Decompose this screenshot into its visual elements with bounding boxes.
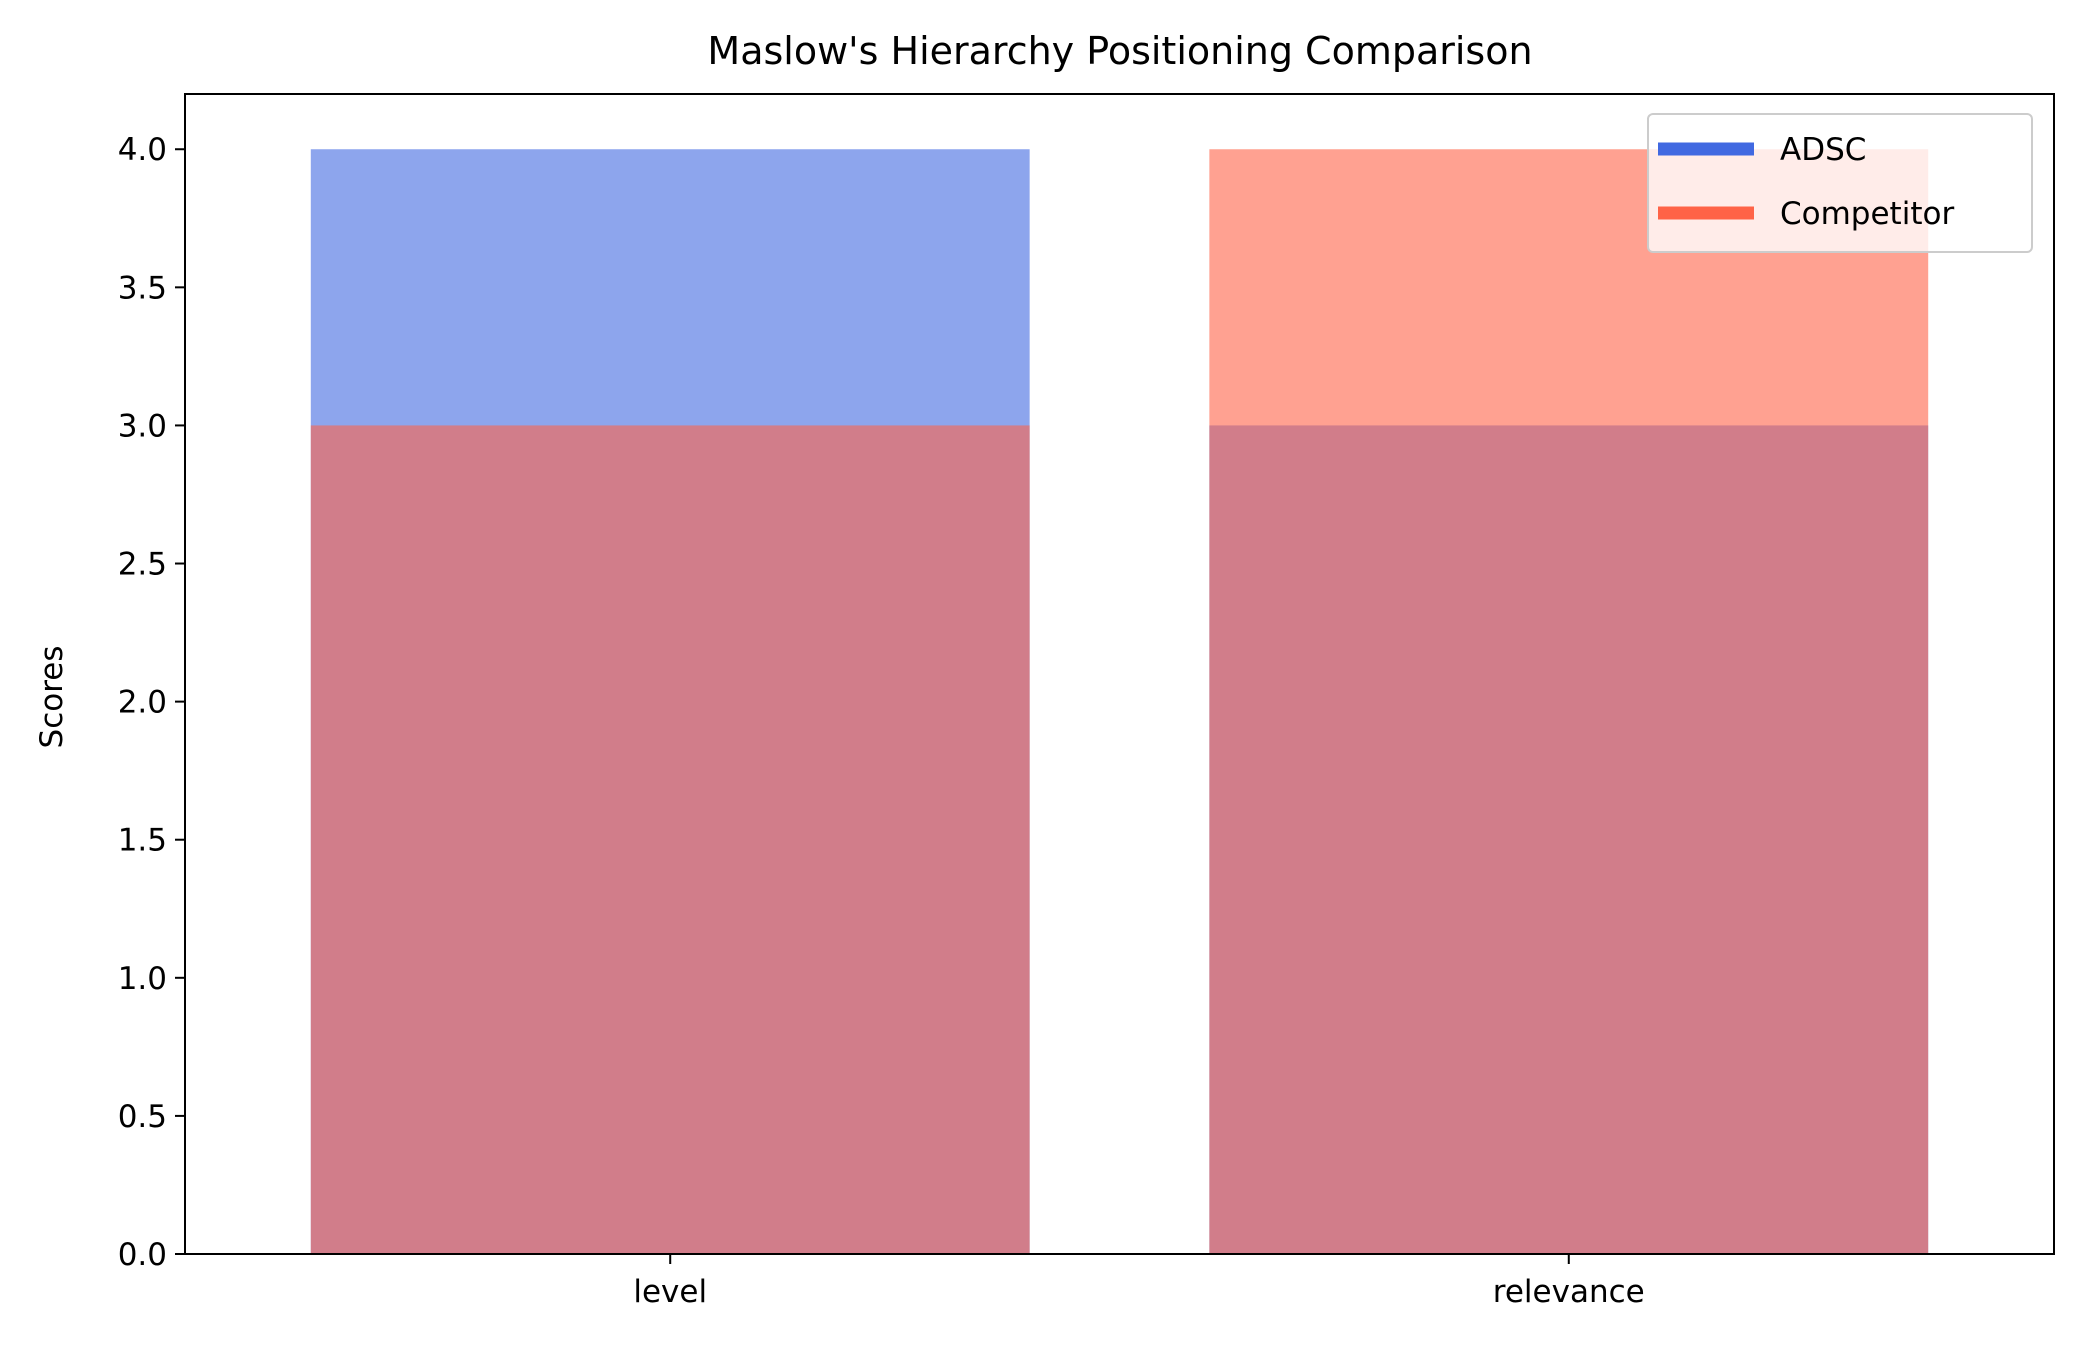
bar-competitor-relevance [1209, 149, 1929, 1255]
plot-frame [184, 93, 2055, 1255]
legend-label-adsc: ADSC [1780, 132, 1866, 168]
x-tick-label-relevance: relevance [1493, 1274, 1645, 1310]
chart-title: Maslow's Hierarchy Positioning Compariso… [707, 29, 1532, 73]
y-tick-label: 1.5 [118, 823, 167, 859]
x-tick-label-level: level [633, 1274, 707, 1310]
y-tick-label: 3.5 [118, 270, 167, 306]
y-tick-label: 2.0 [118, 685, 167, 721]
legend-label-competitor: Competitor [1780, 196, 1954, 232]
bar-competitor-level [310, 425, 1030, 1254]
bars-layer [310, 149, 1929, 1255]
y-tick-label: 0.5 [118, 1099, 167, 1135]
y-axis-label: Scores [34, 646, 70, 749]
legend: ADSC Competitor [1647, 113, 2033, 253]
y-tick-label: 1.0 [118, 961, 167, 997]
axes-layer: 0.0 0.5 1.0 1.5 2.0 2.5 3.0 3.5 4.0 level relevanc… [118, 93, 2055, 1310]
y-tick-label: 2.5 [118, 547, 167, 583]
y-tick-label: 3.0 [118, 408, 167, 444]
y-tick-label: 4.0 [118, 132, 167, 168]
y-tick-label: 0.0 [118, 1237, 167, 1273]
